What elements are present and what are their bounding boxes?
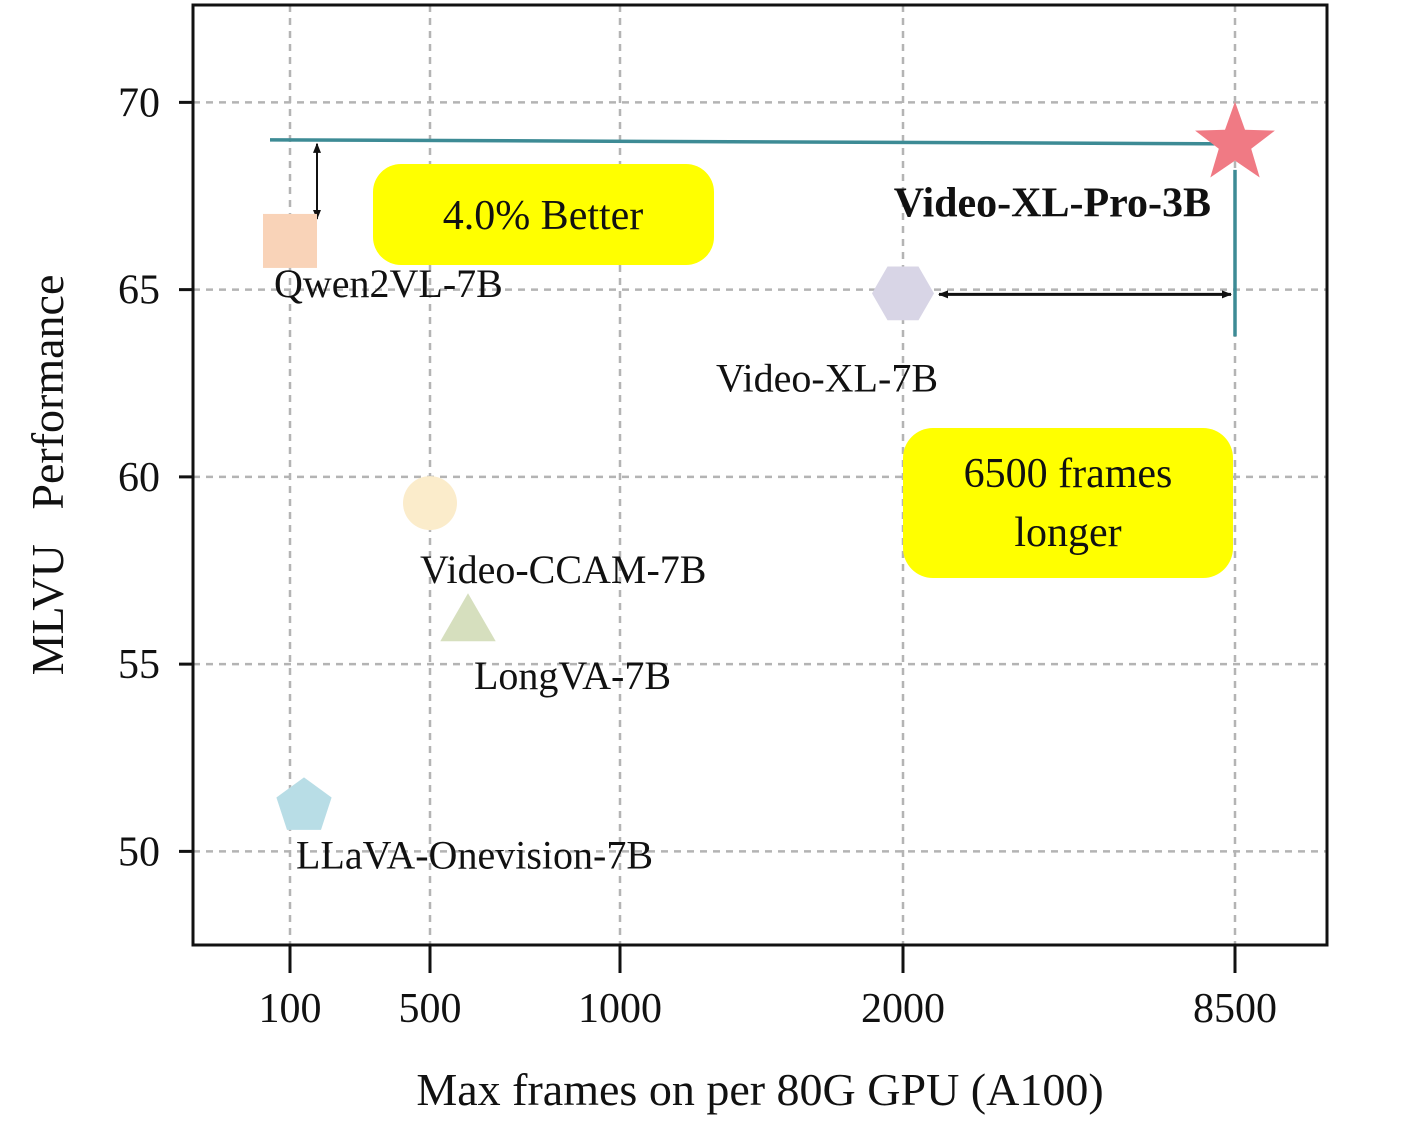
qwen2vl-7b-marker bbox=[263, 213, 317, 268]
callout-box-better bbox=[373, 164, 714, 265]
video-ccam-7b-marker bbox=[403, 476, 457, 531]
callout-box-frames bbox=[903, 428, 1233, 578]
y-tick-label-55: 55 bbox=[118, 642, 160, 688]
frame-layer bbox=[191, 3, 1329, 947]
x-tick-label-100: 100 bbox=[259, 986, 322, 1032]
y-tick-label-50: 50 bbox=[118, 829, 160, 875]
x-axis-title: Max frames on per 80G GPU (A100) bbox=[416, 1064, 1103, 1115]
plot-frame bbox=[191, 3, 1329, 947]
longva-7b-label: LongVA-7B bbox=[474, 653, 671, 698]
x-tick-label-500: 500 bbox=[399, 986, 462, 1032]
video-xl-7b-marker bbox=[872, 266, 934, 321]
ticks-layer: 50 55 60 65 70 100 500 1000 2000 8500 bbox=[118, 80, 1277, 1032]
x-tick-label-2000: 2000 bbox=[861, 986, 945, 1032]
reference-line-horizontal bbox=[269, 138, 1236, 146]
callout-layer: 4.0% Better 6500 frames longer bbox=[373, 164, 1233, 578]
lines-layer bbox=[269, 138, 1237, 337]
callout-text-frames-2: longer bbox=[1014, 510, 1121, 556]
llava-onevision-7b-marker bbox=[276, 777, 332, 830]
video-xl-pro-3b-marker bbox=[1195, 101, 1275, 178]
labels-layer: Qwen2VL-7B Video-CCAM-7B LongVA-7B LLaVA-On… bbox=[274, 181, 1211, 878]
video-ccam-7b-label: Video-CCAM-7B bbox=[420, 547, 706, 592]
llava-onevision-7b-label: LLaVA-Onevision-7B bbox=[296, 832, 653, 877]
y-tick-label-60: 60 bbox=[118, 455, 160, 501]
longva-7b-marker bbox=[440, 593, 496, 642]
callout-text-frames-1: 6500 frames bbox=[964, 451, 1173, 497]
video-xl-pro-3b-label: Video-XL-Pro-3B bbox=[894, 181, 1211, 227]
x-tick-label-1000: 1000 bbox=[578, 986, 662, 1032]
callout-text-better: 4.0% Better bbox=[443, 193, 644, 239]
video-xl-7b-label: Video-XL-7B bbox=[716, 355, 938, 400]
qwen2vl-7b-label: Qwen2VL-7B bbox=[274, 261, 503, 306]
grid-layer bbox=[193, 5, 1327, 945]
y-axis-title: MLVU Performance bbox=[22, 275, 73, 676]
x-tick-label-8500: 8500 bbox=[1193, 986, 1277, 1032]
y-tick-label-70: 70 bbox=[118, 80, 160, 126]
marks-layer bbox=[263, 101, 1275, 830]
y-tick-label-65: 65 bbox=[118, 268, 160, 314]
